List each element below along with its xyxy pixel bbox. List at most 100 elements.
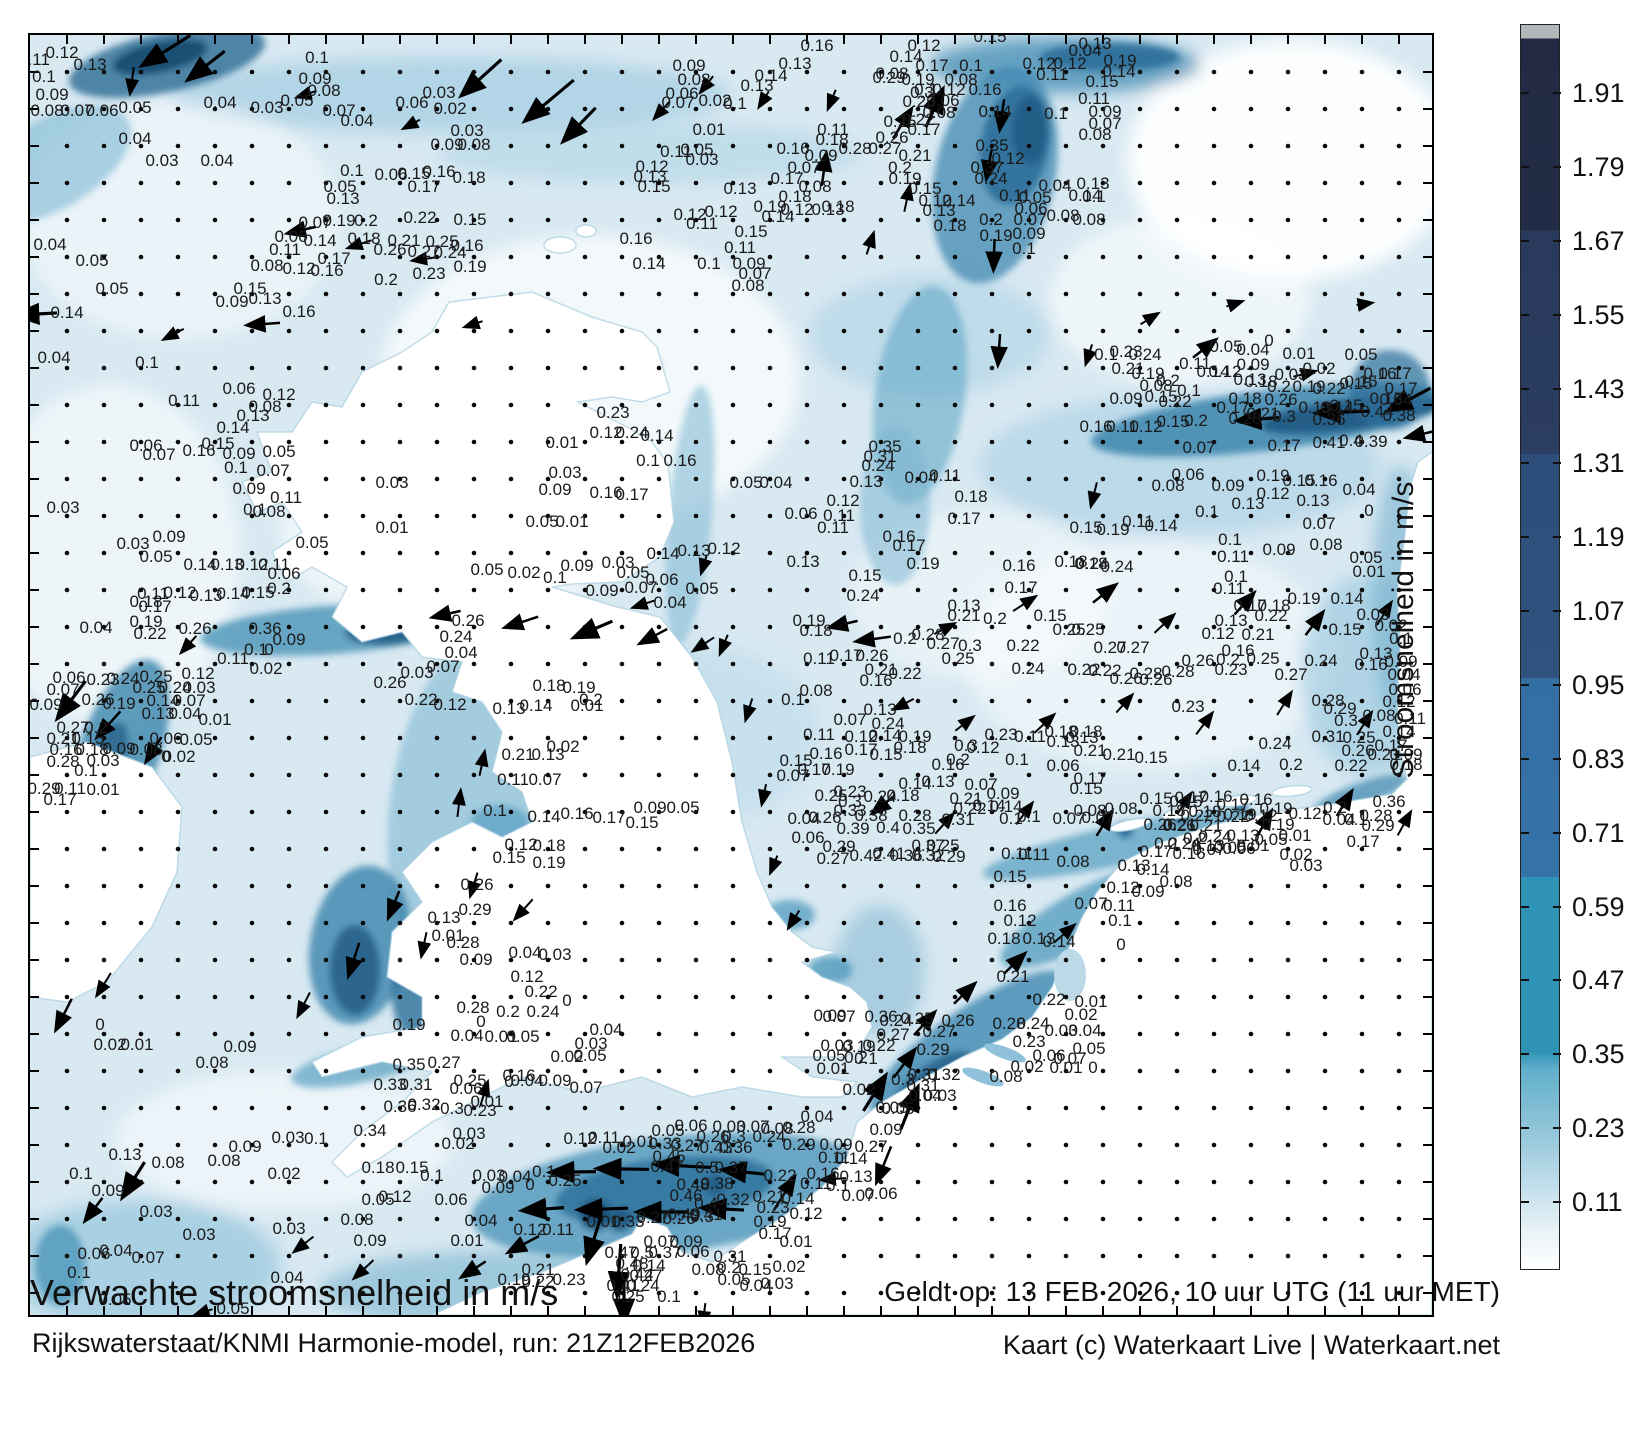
svg-text:0.1: 0.1 [1044,104,1068,123]
svg-text:0.18: 0.18 [532,836,565,855]
svg-text:0.14: 0.14 [527,807,560,826]
svg-text:0.4: 0.4 [876,818,900,837]
svg-text:0.11: 0.11 [999,186,1031,205]
svg-text:0.11: 0.11 [803,725,835,744]
svg-text:0.1: 0.1 [1108,911,1132,930]
svg-text:0.23: 0.23 [1012,1032,1045,1051]
svg-text:0.22: 0.22 [1006,636,1039,655]
svg-text:0.08: 0.08 [1151,476,1184,495]
svg-text:0.05: 0.05 [881,1099,914,1118]
svg-text:0.27: 0.27 [816,849,849,868]
svg-text:0.05: 0.05 [179,730,212,749]
svg-text:0.31: 0.31 [399,1075,432,1094]
svg-text:0.3: 0.3 [838,792,862,811]
svg-text:0.13: 0.13 [849,472,882,491]
svg-text:0.01: 0.01 [692,120,725,139]
svg-text:0.04: 0.04 [653,593,686,612]
svg-text:0.02: 0.02 [1374,616,1407,635]
svg-text:0.29: 0.29 [30,779,61,798]
svg-text:0.16: 0.16 [931,755,964,774]
svg-text:0.11: 0.11 [724,238,756,257]
svg-text:0.1: 0.1 [1218,530,1242,549]
svg-text:0.04: 0.04 [908,1086,941,1105]
svg-text:0.11: 0.11 [269,240,301,259]
svg-text:0.24: 0.24 [433,243,466,262]
svg-text:0.25: 0.25 [453,1071,486,1090]
svg-text:0.11: 0.11 [168,391,200,410]
svg-text:0.11: 0.11 [1001,844,1033,863]
svg-text:0.11: 0.11 [823,506,855,525]
svg-text:0.18: 0.18 [893,738,926,757]
colorbar-tick-label: 0.71 [1572,817,1625,848]
svg-text:0.28: 0.28 [911,625,944,644]
svg-text:0.15: 0.15 [1329,396,1362,415]
svg-text:0.39: 0.39 [1354,432,1387,451]
svg-text:0.01: 0.01 [198,710,231,729]
svg-text:0.28: 0.28 [782,1118,815,1137]
svg-text:0.02: 0.02 [546,737,579,756]
svg-text:0.06: 0.06 [1222,839,1255,858]
svg-text:0.13: 0.13 [740,76,773,95]
colorbar-tick-mark [1553,462,1561,465]
svg-text:0.37: 0.37 [970,158,1003,177]
svg-text:0.11: 0.11 [258,555,290,574]
svg-text:0.35: 0.35 [392,1055,425,1074]
svg-text:0.16: 0.16 [49,740,82,759]
svg-text:0.14: 0.14 [781,1189,814,1208]
svg-text:0.21: 0.21 [1163,815,1196,834]
svg-text:0.15: 0.15 [71,729,104,748]
land-orkney [543,236,577,254]
svg-text:0.15: 0.15 [908,179,941,198]
svg-text:0.17: 0.17 [1346,832,1379,851]
svg-text:0.01: 0.01 [484,1027,517,1046]
svg-text:0.24: 0.24 [752,1127,785,1146]
svg-text:0.1: 0.1 [723,94,747,113]
svg-text:0.12: 0.12 [918,191,951,210]
colorbar-tick-label: 0.95 [1572,669,1625,700]
svg-text:0.1: 0.1 [67,1263,91,1282]
svg-text:0.18: 0.18 [532,676,565,695]
svg-text:0.13: 0.13 [210,555,243,574]
svg-text:0.21: 0.21 [46,729,79,748]
svg-text:0.1: 0.1 [697,254,721,273]
svg-text:0.03: 0.03 [250,98,283,117]
svg-text:0.15: 0.15 [993,867,1026,886]
svg-text:0.22: 0.22 [404,690,437,709]
svg-text:0.06: 0.06 [374,165,407,184]
svg-text:0.2: 0.2 [1323,798,1347,817]
colorbar-axis-label: Stroomsnelheid in m/s [1387,481,1420,779]
svg-text:0.09: 0.09 [1384,652,1417,671]
svg-text:0.05: 0.05 [1018,188,1051,207]
svg-text:0.06: 0.06 [645,570,678,589]
svg-text:0.13: 0.13 [1359,644,1392,663]
svg-text:0.1: 0.1 [244,640,268,659]
colorbar-tick-label: 1.43 [1572,374,1625,405]
svg-text:0.39: 0.39 [836,819,869,838]
svg-text:0.14: 0.14 [1227,756,1260,775]
svg-text:0.25: 0.25 [900,1009,933,1028]
svg-text:0.25: 0.25 [548,1171,581,1190]
svg-text:0.12: 0.12 [635,157,668,176]
svg-text:0.26: 0.26 [178,619,211,638]
svg-text:0.07: 0.07 [736,1117,769,1136]
svg-text:0.41: 0.41 [1312,433,1345,452]
svg-text:0.32: 0.32 [911,846,944,865]
svg-text:0.02: 0.02 [267,1164,300,1183]
svg-text:0.22: 0.22 [1158,392,1191,411]
svg-text:0.12: 0.12 [1053,54,1086,73]
svg-text:0.21: 0.21 [996,967,1029,986]
svg-text:0.2: 0.2 [844,1048,868,1067]
svg-text:0.1: 0.1 [1177,381,1201,400]
svg-text:0.44: 0.44 [1360,402,1393,421]
svg-text:0.04: 0.04 [118,129,151,148]
svg-text:0.12: 0.12 [45,43,78,62]
svg-text:0.09: 0.09 [35,85,68,104]
svg-text:0.21: 0.21 [1102,745,1135,764]
svg-text:0.21: 0.21 [521,1260,554,1279]
svg-text:0.27: 0.27 [407,242,440,261]
svg-text:0.03: 0.03 [1356,605,1389,624]
svg-text:0.06: 0.06 [864,1184,897,1203]
svg-text:0.07: 0.07 [1053,1049,1086,1068]
svg-text:0.09: 0.09 [353,1231,386,1250]
svg-text:0.17: 0.17 [947,509,980,528]
